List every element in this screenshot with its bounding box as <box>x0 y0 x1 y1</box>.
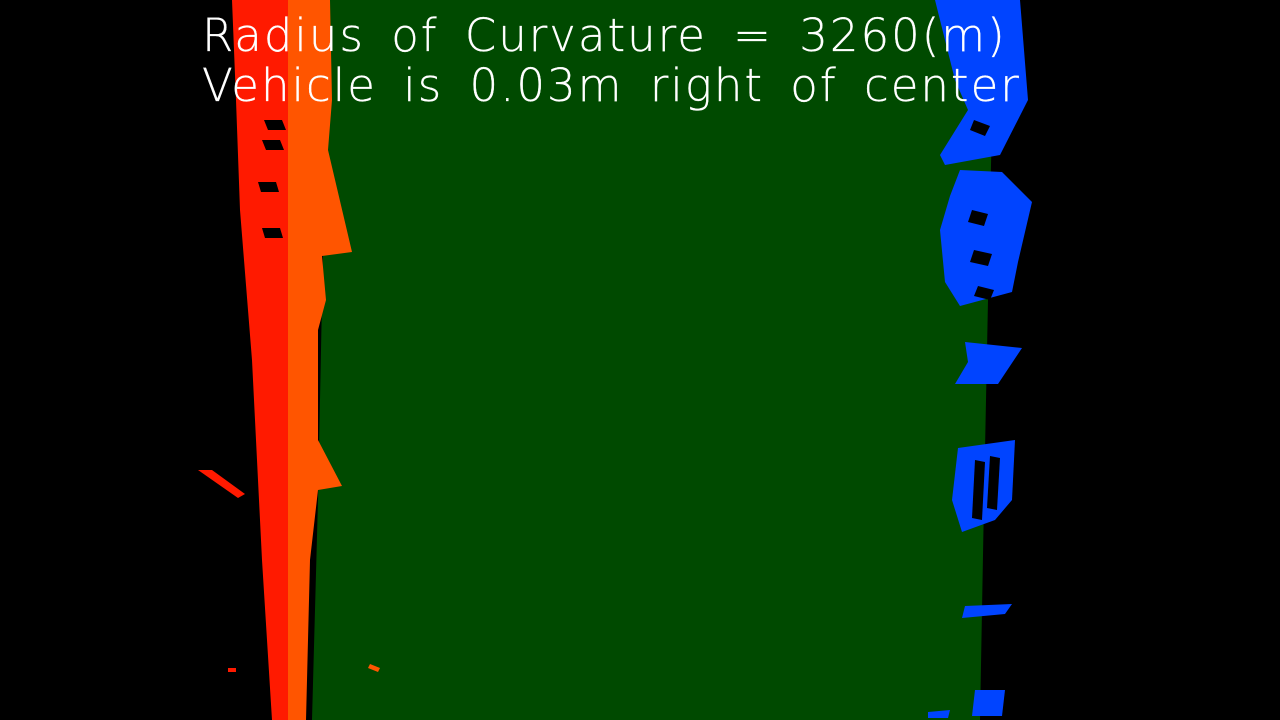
curvature-readout: Radius of Curvature = 3260(m) <box>202 9 1007 62</box>
left-lane-fit-band <box>288 0 380 720</box>
left-lane-pixels <box>198 0 288 720</box>
vehicle-offset-readout: Vehicle is 0.03m right of center <box>202 59 1021 112</box>
lane-pixel-gaps <box>258 120 1000 520</box>
lane-area-fill <box>312 0 992 720</box>
